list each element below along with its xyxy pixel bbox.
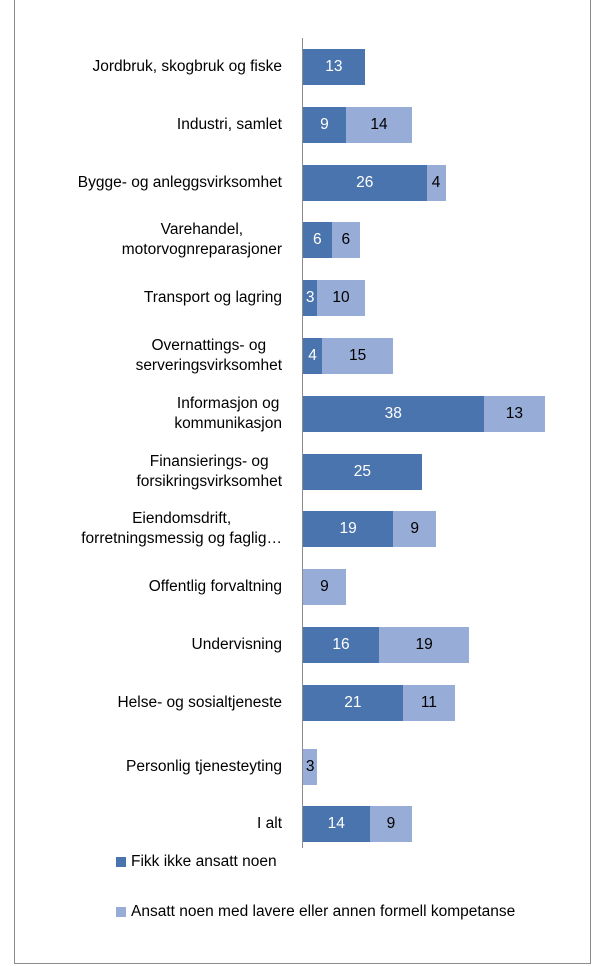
category-label: Eiendomsdrift, forretningsmessig og fagl… bbox=[81, 510, 282, 548]
bar: 10 bbox=[317, 280, 365, 317]
category-label: Jordbruk, skogbruk og fiske bbox=[92, 58, 282, 75]
value-label: 6 bbox=[312, 231, 322, 249]
bar: 25 bbox=[303, 453, 422, 490]
bar: 13 bbox=[303, 49, 365, 85]
bar: 9 bbox=[303, 106, 346, 143]
category-label: Overnattings- og serveringsvirksomhet bbox=[135, 337, 282, 374]
bar: 19 bbox=[379, 627, 470, 663]
value-label: 3 bbox=[305, 757, 315, 775]
bar: 4 bbox=[303, 338, 322, 374]
bar: 6 bbox=[331, 222, 360, 259]
value-label: 15 bbox=[349, 347, 367, 364]
category-label: I alt bbox=[257, 815, 282, 833]
value-label: 3 bbox=[305, 289, 315, 307]
category-label: Industri, samlet bbox=[176, 115, 282, 133]
category-label: Finansierings- og forsikringsvirksomhet bbox=[136, 452, 282, 490]
bar: 3 bbox=[303, 748, 318, 785]
category-label: Personlig tjenesteyting bbox=[126, 757, 282, 775]
value-label: 9 bbox=[386, 815, 396, 833]
category-axis bbox=[302, 38, 303, 848]
category-label: Bygge- og anleggsvirksomhet bbox=[77, 173, 282, 191]
bar: 15 bbox=[322, 338, 394, 374]
category-label: Informasjon og kommunikasjon bbox=[174, 394, 282, 432]
value-label: 6 bbox=[341, 231, 351, 249]
bar: 19 bbox=[303, 511, 394, 548]
value-label: 25 bbox=[353, 462, 371, 480]
bar: 16 bbox=[303, 627, 379, 663]
legend-swatch bbox=[116, 857, 126, 867]
category-label: Transport og lagring bbox=[143, 289, 282, 307]
category-label: Offentlig forvaltning bbox=[148, 578, 282, 596]
bar: 11 bbox=[402, 684, 455, 721]
chart-frame bbox=[14, 0, 591, 964]
bar: 9 bbox=[393, 511, 436, 548]
value-label: 10 bbox=[332, 289, 350, 307]
legend-swatch bbox=[116, 907, 126, 917]
value-label: 14 bbox=[370, 115, 388, 133]
bar: 4 bbox=[426, 164, 446, 201]
bar: 21 bbox=[303, 684, 403, 721]
value-label: 14 bbox=[327, 815, 345, 833]
value-label: 19 bbox=[415, 636, 433, 653]
value-label: 4 bbox=[308, 347, 317, 364]
value-label: 9 bbox=[320, 578, 329, 596]
value-label: 9 bbox=[410, 520, 419, 538]
bar: 13 bbox=[483, 395, 546, 432]
value-label: 13 bbox=[505, 404, 523, 422]
value-label: 26 bbox=[356, 173, 374, 191]
value-label: 9 bbox=[320, 115, 329, 133]
bar: 6 bbox=[303, 222, 332, 259]
value-label: 21 bbox=[344, 693, 362, 711]
value-label: 11 bbox=[420, 693, 437, 711]
category-label: Undervisning bbox=[191, 636, 282, 653]
value-label: 19 bbox=[339, 520, 357, 538]
category-label: Varehandel, motorvognreparasjoner bbox=[121, 221, 282, 259]
legend-label: Ansatt noen med lavere eller annen forme… bbox=[131, 903, 516, 920]
category-label: Helse- og sosialtjeneste bbox=[117, 693, 282, 711]
bar: 9 bbox=[303, 569, 346, 606]
bar: 26 bbox=[303, 164, 427, 201]
value-label: 4 bbox=[431, 173, 441, 191]
legend-label: Fikk ikke ansatt noen bbox=[131, 853, 277, 870]
bar: 9 bbox=[369, 806, 413, 843]
bar: 14 bbox=[345, 106, 413, 143]
value-label: 13 bbox=[325, 58, 343, 75]
bar: 14 bbox=[303, 806, 370, 843]
bar: 38 bbox=[303, 395, 484, 432]
value-label: 16 bbox=[332, 636, 350, 653]
bar: 3 bbox=[303, 280, 318, 317]
value-label: 38 bbox=[384, 404, 402, 422]
